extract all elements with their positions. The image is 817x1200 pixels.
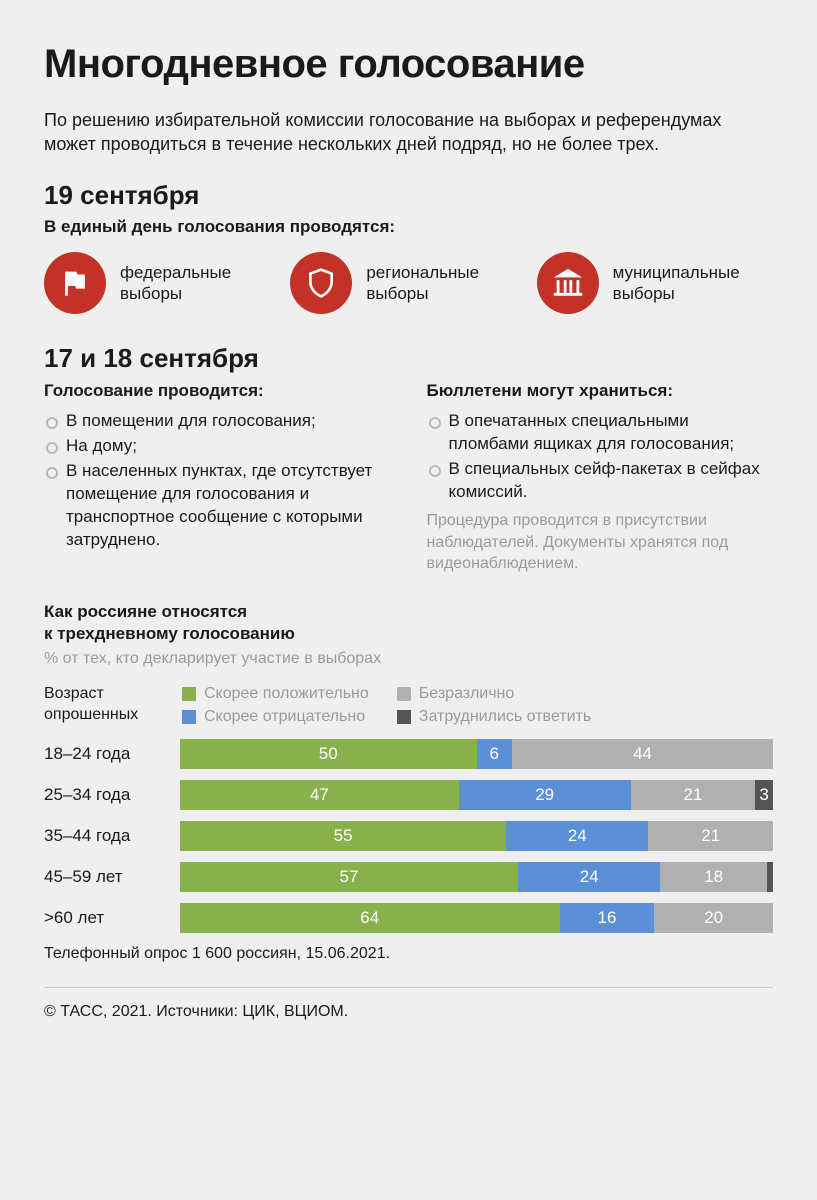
bar-segment-dk xyxy=(767,862,773,892)
bar-segment-positive: 57 xyxy=(180,862,518,892)
chart-title: Как россияне относятся к трехдневному го… xyxy=(44,601,773,645)
legend-label: Безразлично xyxy=(419,684,515,705)
bar-age-label: 25–34 года xyxy=(44,784,162,806)
shield-icon xyxy=(290,252,352,314)
chart-title-line2: к трехдневному голосованию xyxy=(44,624,295,643)
election-type-item: федеральныевыборы xyxy=(44,252,280,314)
legend-swatch xyxy=(182,687,196,701)
bar-segment-neutral: 44 xyxy=(512,739,773,769)
election-type-label: муниципальныевыборы xyxy=(613,262,740,305)
chart-title-line1: Как россияне относятся xyxy=(44,602,247,621)
bar-segment-neutral: 21 xyxy=(631,780,756,810)
voting-places-heading: Голосование проводится: xyxy=(44,380,391,402)
legend-label: Скорее положительно xyxy=(204,684,369,705)
building-icon xyxy=(537,252,599,314)
flag-icon xyxy=(44,252,106,314)
bar-age-label: 35–44 года xyxy=(44,825,162,847)
date-1718-heading: 17 и 18 сентября xyxy=(44,342,773,376)
chart-legend: Возраст опрошенных Скорее положительно Бе… xyxy=(44,684,773,728)
ballots-storage-col: Бюллетени могут храниться: В опечатанных… xyxy=(427,380,774,575)
ballots-storage-note: Процедура проводится в присутствии наблю… xyxy=(427,510,774,575)
ballots-storage-heading: Бюллетени могут храниться: xyxy=(427,380,774,402)
list-item: В специальных сейф-пакетах в сейфах коми… xyxy=(427,458,774,504)
stacked-bar: 50644 xyxy=(180,739,773,769)
legend-item: Скорее положительно xyxy=(182,684,369,705)
legend-label: Затруднились ответить xyxy=(419,707,591,728)
legend-item: Затруднились ответить xyxy=(397,707,591,728)
bar-row: >60 лет 641620 xyxy=(44,903,773,933)
bar-segment-dk: 3 xyxy=(755,780,773,810)
election-type-label: региональныевыборы xyxy=(366,262,479,305)
bar-segment-negative: 24 xyxy=(506,821,648,851)
bar-segment-positive: 47 xyxy=(180,780,459,810)
list-item: В населенных пунктах, где отсутствует по… xyxy=(44,460,391,552)
intro-text: По решению избирательной комиссии голосо… xyxy=(44,108,744,157)
date-19-heading: 19 сентября xyxy=(44,179,773,213)
legend-item: Безразлично xyxy=(397,684,591,705)
stacked-bar: 552421 xyxy=(180,821,773,851)
bar-row: 18–24 года 50644 xyxy=(44,739,773,769)
election-type-label: федеральныевыборы xyxy=(120,262,231,305)
page-title: Многодневное голосование xyxy=(44,38,773,90)
stacked-bar: 4729213 xyxy=(180,780,773,810)
bar-age-label: 18–24 года xyxy=(44,743,162,765)
stacked-bar: 572418 xyxy=(180,862,773,892)
legend-item: Скорее отрицательно xyxy=(182,707,369,728)
chart-footnote: Телефонный опрос 1 600 россиян, 15.06.20… xyxy=(44,944,773,965)
list-item: На дому; xyxy=(44,435,391,458)
age-header-l2: опрошенных xyxy=(44,706,138,723)
stacked-bars: 18–24 года5064425–34 года472921335–44 го… xyxy=(44,739,773,933)
bar-row: 25–34 года 4729213 xyxy=(44,780,773,810)
chart-section: Как россияне относятся к трехдневному го… xyxy=(44,601,773,965)
bar-row: 45–59 лет 572418 xyxy=(44,862,773,892)
legend-swatch xyxy=(397,687,411,701)
election-type-item: муниципальныевыборы xyxy=(537,252,773,314)
bar-segment-positive: 64 xyxy=(180,903,560,933)
ballots-storage-list: В опечатанных специальными пломбами ящик… xyxy=(427,410,774,504)
stacked-bar: 641620 xyxy=(180,903,773,933)
credit-line: © ТАСС, 2021. Источники: ЦИК, ВЦИОМ. xyxy=(44,1002,773,1023)
bar-segment-negative: 29 xyxy=(459,780,631,810)
divider xyxy=(44,987,773,988)
chart-subtitle: % от тех, кто декларирует участие в выбо… xyxy=(44,649,773,670)
bar-segment-negative: 24 xyxy=(518,862,660,892)
legend-swatch xyxy=(397,710,411,724)
age-column-header: Возраст опрошенных xyxy=(44,684,162,726)
list-item: В помещении для голосования; xyxy=(44,410,391,433)
list-item: В опечатанных специальными пломбами ящик… xyxy=(427,410,774,456)
bar-segment-negative: 16 xyxy=(560,903,655,933)
bar-segment-neutral: 21 xyxy=(648,821,773,851)
bar-segment-positive: 50 xyxy=(180,739,477,769)
bar-segment-positive: 55 xyxy=(180,821,506,851)
bar-segment-neutral: 20 xyxy=(654,903,773,933)
age-header-l1: Возраст xyxy=(44,685,104,702)
bar-age-label: 45–59 лет xyxy=(44,866,162,888)
two-column-lists: Голосование проводится: В помещении для … xyxy=(44,380,773,575)
bar-segment-negative: 6 xyxy=(477,739,513,769)
legend-label: Скорее отрицательно xyxy=(204,707,365,728)
date-19-sub: В единый день голосования проводятся: xyxy=(44,216,773,238)
voting-places-col: Голосование проводится: В помещении для … xyxy=(44,380,391,575)
voting-places-list: В помещении для голосования;На дому;В на… xyxy=(44,410,391,552)
legend-swatch xyxy=(182,710,196,724)
bar-segment-neutral: 18 xyxy=(660,862,767,892)
election-type-item: региональныевыборы xyxy=(290,252,526,314)
bar-row: 35–44 года 552421 xyxy=(44,821,773,851)
bar-age-label: >60 лет xyxy=(44,907,162,929)
election-types-row: федеральныевыборы региональныевыборы муниц… xyxy=(44,252,773,314)
